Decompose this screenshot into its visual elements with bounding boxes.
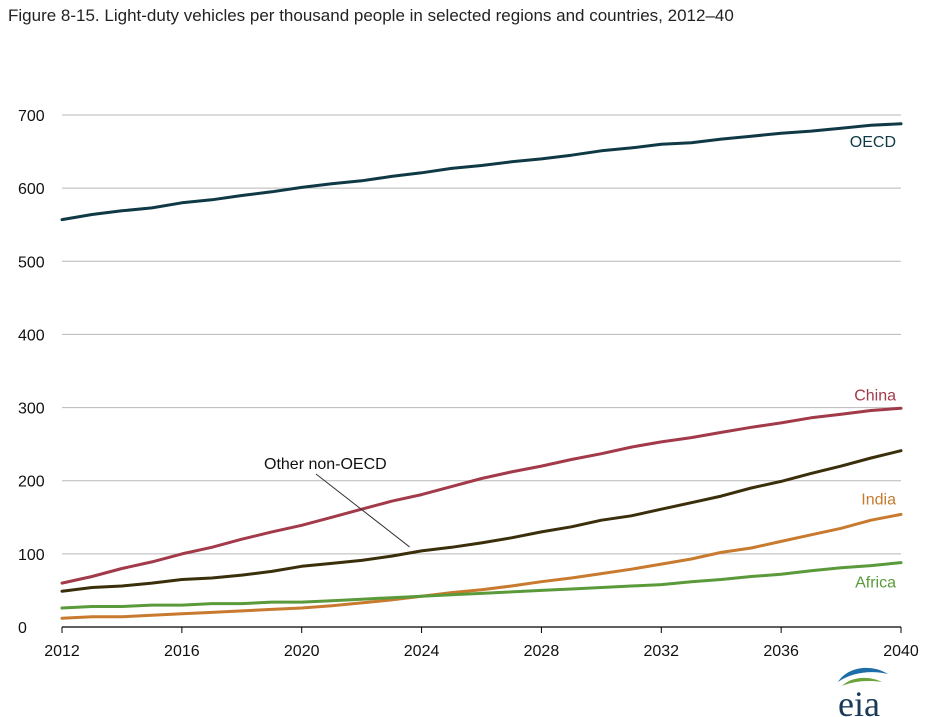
series-label-india: India <box>861 491 896 508</box>
series-label-oecd: OECD <box>850 134 896 151</box>
series-line-africa <box>60 561 903 610</box>
y-tick-label-700: 700 <box>18 108 45 125</box>
annotation-other-non-oecd: Other non-OECD <box>264 456 387 473</box>
series-label-africa: Africa <box>855 575 896 592</box>
grid-lines <box>62 114 901 555</box>
series-line-india <box>60 512 903 620</box>
x-axis <box>61 626 902 633</box>
series-line-other-non-oecd <box>60 449 903 593</box>
y-tick-label-200: 200 <box>18 474 45 491</box>
series-labels: OECD China India Africa <box>850 134 896 592</box>
y-axis-tick-labels: 0 100 200 300 400 500 600 700 <box>18 108 45 637</box>
y-tick-label-0: 0 <box>18 620 27 637</box>
x-tick-label-2012: 2012 <box>44 643 80 660</box>
x-tick-label-2028: 2028 <box>524 643 560 660</box>
annotation-leader-line <box>315 473 410 548</box>
x-axis-tick-labels: 2012 2016 2020 2024 2028 2032 2036 2040 <box>44 643 919 660</box>
annotations: Other non-OECD <box>264 456 410 548</box>
x-tick-label-2032: 2032 <box>643 643 679 660</box>
logo-text: eia <box>838 684 880 717</box>
logo-swoosh-green <box>842 677 882 686</box>
y-tick-label-300: 300 <box>18 401 45 418</box>
series-lines <box>60 122 903 620</box>
series-line-oecd <box>60 122 903 222</box>
series-label-china: China <box>854 387 896 404</box>
series-line-china <box>60 406 903 585</box>
x-tick-label-2024: 2024 <box>404 643 440 660</box>
x-tick-label-2020: 2020 <box>284 643 320 660</box>
figure-title: Figure 8-15. Light-duty vehicles per tho… <box>8 6 734 25</box>
y-tick-label-400: 400 <box>18 327 45 344</box>
eia-logo: eia <box>838 667 888 717</box>
logo-swoosh-blue <box>838 667 888 682</box>
y-tick-label-500: 500 <box>18 254 45 271</box>
y-tick-label-100: 100 <box>18 547 45 564</box>
y-tick-label-600: 600 <box>18 181 45 198</box>
x-tick-label-2040: 2040 <box>883 643 919 660</box>
x-tick-label-2036: 2036 <box>763 643 799 660</box>
x-tick-label-2016: 2016 <box>164 643 200 660</box>
